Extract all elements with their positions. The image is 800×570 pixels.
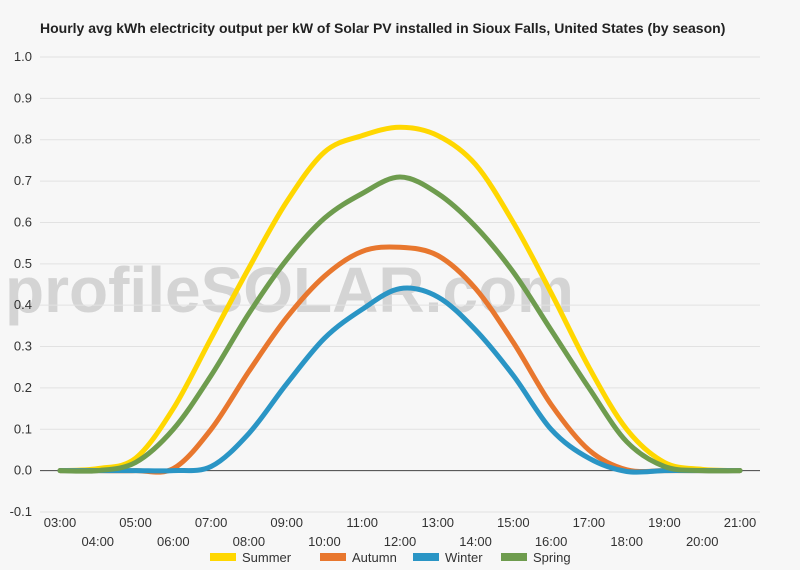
x-tick-label: 09:00 (270, 515, 303, 530)
x-tick-label: 08:00 (233, 534, 266, 549)
x-tick-label: 13:00 (422, 515, 455, 530)
x-tick-label: 16:00 (535, 534, 568, 549)
legend-swatch-spring (501, 553, 527, 561)
y-tick-label: 0.4 (14, 297, 32, 312)
legend: Summer Autumn Winter Spring (210, 550, 571, 565)
y-tick-label: 1.0 (14, 49, 32, 64)
x-tick-label: 10:00 (308, 534, 341, 549)
x-tick-label: 14:00 (459, 534, 492, 549)
series-line-winter (57, 285, 743, 475)
x-tick-label: 17:00 (573, 515, 606, 530)
x-tick-label: 11:00 (346, 515, 378, 530)
x-tick-label: 06:00 (157, 534, 190, 549)
series-layer (57, 124, 743, 475)
x-tick-label: 21:00 (724, 515, 757, 530)
y-tick-label: 0.0 (14, 463, 32, 478)
y-tick-label: 0.9 (14, 90, 32, 105)
series-line-summer (57, 124, 743, 474)
y-tick-label: 0.5 (14, 256, 32, 271)
y-tick-label: 0.1 (14, 421, 32, 436)
legend-label-spring: Spring (533, 550, 571, 565)
legend-label-summer: Summer (242, 550, 292, 565)
x-tick-label: 20:00 (686, 534, 719, 549)
x-tick-label: 19:00 (648, 515, 681, 530)
series-line-spring (57, 174, 743, 474)
y-axis: -0.1 0.0 0.1 0.2 0.3 0.4 0.5 0.6 0.7 0.8 0.9 1.0 (10, 49, 32, 519)
x-tick-label: 12:00 (384, 534, 417, 549)
legend-swatch-winter (413, 553, 439, 561)
chart-title: Hourly avg kWh electricity output per kW… (40, 20, 725, 36)
x-tick-label: 04:00 (82, 534, 115, 549)
y-tick-label: 0.2 (14, 380, 32, 395)
y-tick-label: 0.6 (14, 214, 32, 229)
x-tick-label: 07:00 (195, 515, 228, 530)
x-tick-label: 05:00 (119, 515, 152, 530)
legend-label-winter: Winter (445, 550, 483, 565)
x-tick-label: 18:00 (610, 534, 643, 549)
legend-swatch-autumn (320, 553, 346, 561)
x-tick-label: 03:00 (44, 515, 77, 530)
x-axis: 03:00 04:00 05:00 06:00 07:00 08:00 09:00 10:00… (44, 515, 757, 549)
y-tick-label: 0.8 (14, 132, 32, 147)
y-tick-label: 0.3 (14, 339, 32, 354)
y-tick-label: 0.7 (14, 173, 32, 188)
y-tick-label: -0.1 (10, 504, 32, 519)
legend-swatch-summer (210, 553, 236, 561)
legend-label-autumn: Autumn (352, 550, 397, 565)
x-tick-label: 15:00 (497, 515, 530, 530)
